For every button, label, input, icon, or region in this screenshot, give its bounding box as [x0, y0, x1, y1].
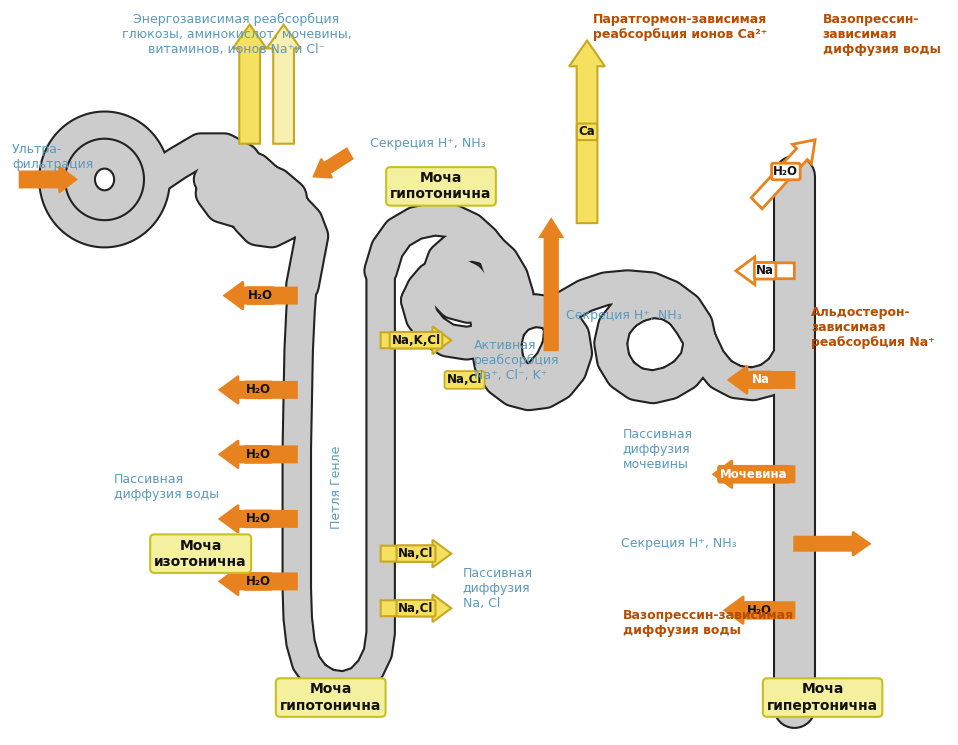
Text: Мочевина: Мочевина — [720, 468, 787, 481]
Text: Na: Na — [756, 264, 774, 277]
Text: Паратгормон-зависимая
реабсорбция ионов Ca²⁺: Паратгормон-зависимая реабсорбция ионов … — [593, 13, 767, 41]
Polygon shape — [380, 595, 451, 622]
Text: Моча
гипотонична: Моча гипотонична — [280, 682, 381, 713]
Polygon shape — [736, 257, 794, 285]
Text: Петля Генле: Петля Генле — [330, 446, 343, 529]
Text: Na,Cl: Na,Cl — [399, 602, 434, 615]
Polygon shape — [794, 532, 870, 556]
Text: H₂O: H₂O — [248, 289, 273, 302]
Text: Na,Cl: Na,Cl — [446, 373, 482, 387]
Text: Вазопрессин-
зависимая
диффузия воды: Вазопрессин- зависимая диффузия воды — [823, 13, 941, 56]
Text: H₂O: H₂O — [245, 513, 271, 525]
Polygon shape — [224, 282, 297, 309]
Text: Пассивная
диффузия
мочевины: Пассивная диффузия мочевины — [623, 428, 693, 471]
Text: H₂O: H₂O — [245, 575, 271, 588]
Text: Моча
гипотонична: Моча гипотонична — [390, 171, 491, 201]
Polygon shape — [714, 460, 794, 488]
Text: Секреция H⁺, NH₃: Секреция H⁺, NH₃ — [566, 309, 682, 322]
Text: Ca: Ca — [579, 125, 596, 139]
Text: Пассивная
диффузия воды: Пассивная диффузия воды — [114, 473, 219, 501]
Text: H₂O: H₂O — [747, 603, 772, 617]
Polygon shape — [233, 25, 266, 144]
Polygon shape — [751, 140, 815, 209]
Polygon shape — [724, 596, 794, 624]
Polygon shape — [219, 505, 297, 533]
Polygon shape — [219, 376, 297, 404]
Text: Энергозависимая реабсорбция
глюкозы, аминокислот, мочевины,
витаминов, ионов Na⁺: Энергозависимая реабсорбция глюкозы, ами… — [122, 13, 352, 56]
Text: Секреция H⁺, NH₃: Секреция H⁺, NH₃ — [621, 537, 737, 551]
Text: H₂O: H₂O — [773, 165, 798, 178]
Text: Активная
реабсорбция
Na⁺, Cl⁻, K⁺: Активная реабсорбция Na⁺, Cl⁻, K⁺ — [474, 338, 559, 381]
Text: Моча
гипертонична: Моча гипертонична — [767, 682, 878, 713]
Polygon shape — [266, 25, 301, 144]
Text: H₂O: H₂O — [245, 384, 271, 396]
Polygon shape — [380, 326, 451, 354]
Polygon shape — [380, 539, 451, 568]
Text: Секреция H⁺, NH₃: Секреция H⁺, NH₃ — [371, 137, 486, 150]
Text: Na,K,Cl: Na,K,Cl — [392, 334, 441, 346]
Polygon shape — [219, 440, 297, 469]
Polygon shape — [219, 568, 297, 595]
Text: H₂O: H₂O — [245, 448, 271, 461]
Text: Альдостерон-
зависимая
реабсорбция Na⁺: Альдостерон- зависимая реабсорбция Na⁺ — [811, 305, 935, 349]
Text: Пассивная
диффузия
Na, Cl: Пассивная диффузия Na, Cl — [463, 567, 533, 610]
Polygon shape — [569, 40, 604, 223]
Polygon shape — [728, 366, 794, 394]
Polygon shape — [540, 219, 562, 350]
Text: Na,Cl: Na,Cl — [399, 547, 434, 560]
Text: Na: Na — [752, 373, 770, 387]
Polygon shape — [20, 167, 77, 192]
Text: Моча
изотонична: Моча изотонична — [154, 539, 247, 568]
Polygon shape — [314, 148, 353, 177]
Text: Ультра-
фильтрация: Ультра- фильтрация — [12, 142, 94, 171]
Text: Вазопрессин-зависимая
диффузия воды: Вазопрессин-зависимая диффузия воды — [623, 609, 794, 637]
